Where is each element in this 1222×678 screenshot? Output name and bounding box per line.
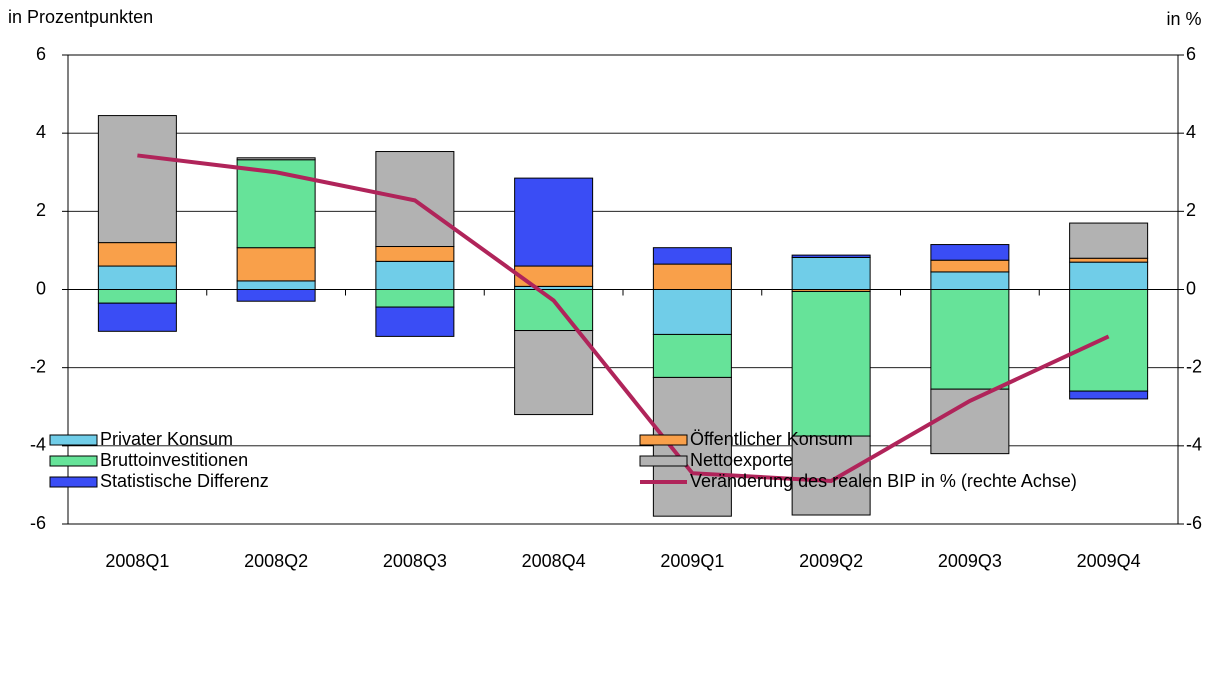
y-tick-label: 2	[36, 200, 46, 220]
y2-tick-label: 6	[1186, 44, 1196, 64]
bar	[1069, 257, 1149, 263]
y-tick-label: -2	[30, 356, 46, 376]
bar	[930, 271, 1010, 291]
bar	[236, 289, 316, 302]
bar	[514, 289, 594, 332]
y2-tick-label: 2	[1186, 200, 1196, 220]
y-tick-label: 0	[36, 278, 46, 298]
bar	[1069, 390, 1149, 400]
y2-tick-label: -2	[1186, 356, 1202, 376]
bar	[930, 244, 1010, 261]
x-tick-label: 2008Q1	[105, 551, 169, 571]
line-series	[137, 153, 1110, 484]
bar	[97, 289, 177, 304]
bar	[930, 289, 1010, 390]
legend-swatch	[639, 455, 688, 467]
x-tick-label: 2008Q2	[244, 551, 308, 571]
x-tick-label: 2009Q3	[938, 551, 1002, 571]
y-tick-label: -4	[30, 435, 46, 455]
legend-label: Statistische Differenz	[100, 471, 269, 491]
y2-tick-label: -6	[1186, 513, 1202, 533]
bar	[652, 333, 732, 378]
bar	[97, 265, 177, 290]
bar	[652, 263, 732, 290]
bar	[375, 260, 455, 290]
bar	[97, 302, 177, 332]
x-tick-label: 2009Q4	[1077, 551, 1141, 571]
bar	[1069, 289, 1149, 392]
y-tick-label: -6	[30, 513, 46, 533]
bar	[97, 115, 177, 244]
bar	[514, 330, 594, 416]
legend-swatch	[49, 455, 98, 467]
bar	[930, 388, 1010, 455]
x-tick-label: 2008Q4	[522, 551, 586, 571]
bar	[236, 159, 316, 249]
legend-label: Privater Konsum	[100, 429, 233, 449]
legend-label: Veränderung des realen BIP in % (rechte …	[690, 471, 1077, 491]
y-tick-label: 4	[36, 122, 46, 142]
x-tick-label: 2009Q1	[660, 551, 724, 571]
legend-swatch	[49, 434, 98, 446]
legend-swatch	[639, 434, 688, 446]
bar	[97, 242, 177, 267]
bar	[791, 435, 871, 516]
bar	[236, 157, 316, 161]
bar	[236, 247, 316, 282]
y2-tick-label: 0	[1186, 278, 1196, 298]
legend-swatch	[49, 476, 98, 488]
bar	[375, 289, 455, 308]
y2-tick-label: -4	[1186, 435, 1202, 455]
y2-tick-label: 4	[1186, 122, 1196, 142]
x-tick-label: 2009Q2	[799, 551, 863, 571]
legend-label: Bruttoinvestitionen	[100, 450, 248, 470]
right-axis-label: in %	[1166, 9, 1201, 29]
bar	[236, 280, 316, 291]
bar	[652, 376, 732, 517]
bar	[791, 256, 871, 290]
bar	[1069, 222, 1149, 259]
bar	[514, 177, 594, 267]
bar	[652, 289, 732, 335]
bar	[514, 265, 594, 287]
legend-label: Öffentlicher Konsum	[690, 429, 853, 449]
bar	[1069, 261, 1149, 290]
bar	[652, 247, 732, 265]
left-axis-label: in Prozentpunkten	[8, 7, 153, 27]
bar	[791, 290, 871, 437]
legend-label: Nettoexporte	[690, 450, 793, 470]
bar	[791, 254, 871, 258]
x-tick-label: 2008Q3	[383, 551, 447, 571]
y-tick-label: 6	[36, 44, 46, 64]
bar	[930, 259, 1010, 273]
bar	[375, 306, 455, 337]
bar	[375, 246, 455, 262]
